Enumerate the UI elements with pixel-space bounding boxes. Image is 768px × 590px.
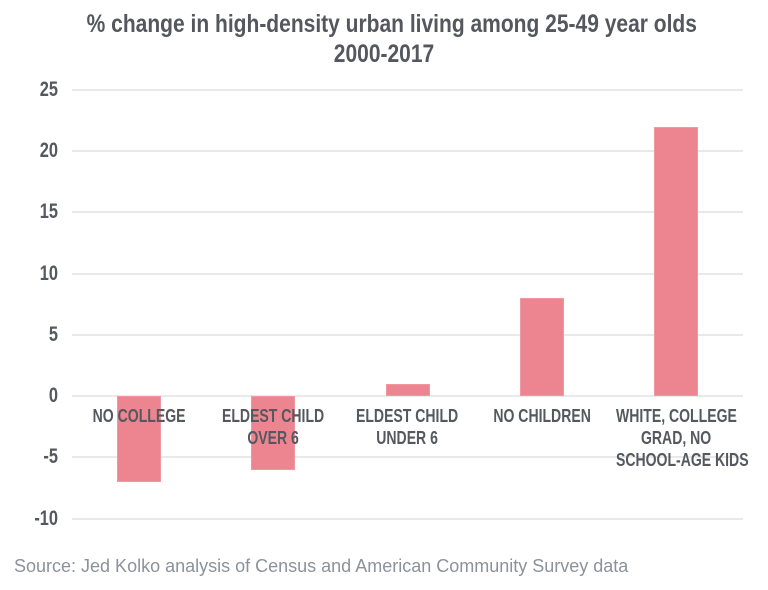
y-gridline [72,517,743,520]
category-label: NO CHILDREN [482,405,602,427]
y-gridline [72,211,743,214]
bar [117,396,162,482]
y-tick-label: 20 [39,139,58,162]
y-tick-label: 0 [48,384,58,407]
y-gridline [72,88,743,91]
category-label-line: NO COLLEGE [92,406,186,426]
category-label-line: ELDEST CHILD [356,406,459,426]
bar [251,396,296,470]
category-label: ELDEST CHILD OVER 6 [213,405,333,449]
category-label: WHITE, COLLEGE GRAD, NO SCHOOL-AGE KIDS [615,405,749,471]
category-label: ELDEST CHILD UNDER 6 [347,405,467,449]
category-label-line: UNDER 6 [376,428,439,448]
plot-area: 25 20 15 10 5 0 -5 -10 NO COLLEGE ELDEST CHILD OVE… [34,77,749,530]
y-gridline [72,150,743,152]
y-gridline [72,395,743,397]
y-gridline [72,272,743,275]
category-label-line: GRAD, NO [640,428,711,448]
y-gridline [72,456,743,459]
category-label-line: WHITE, COLLEGE [615,406,737,426]
y-gridline [72,333,743,336]
category-label-line: SCHOOL-AGE KIDS [615,450,749,470]
bar [519,298,564,396]
source-note: Source: Jed Kolko analysis of Census and… [14,556,629,576]
category-label-line: ELDEST CHILD [222,406,325,426]
chart-title-line1: % change in high-density urban living am… [86,10,697,38]
bar [385,383,430,396]
y-tick-label: 15 [39,200,58,224]
y-tick-label: 10 [39,261,58,285]
y-tick-label: -5 [43,445,58,469]
chart-title-line2: 2000-2017 [333,40,435,68]
bar [653,126,698,396]
category-label-line: OVER 6 [247,428,300,448]
y-tick-label: -10 [34,506,58,530]
category-label-line: NO CHILDREN [492,406,591,426]
y-tick-label: 5 [48,322,58,346]
chart-title: % change in high-density urban living am… [30,9,738,69]
y-tick-label: 25 [39,77,58,101]
category-label: NO COLLEGE [79,405,199,427]
